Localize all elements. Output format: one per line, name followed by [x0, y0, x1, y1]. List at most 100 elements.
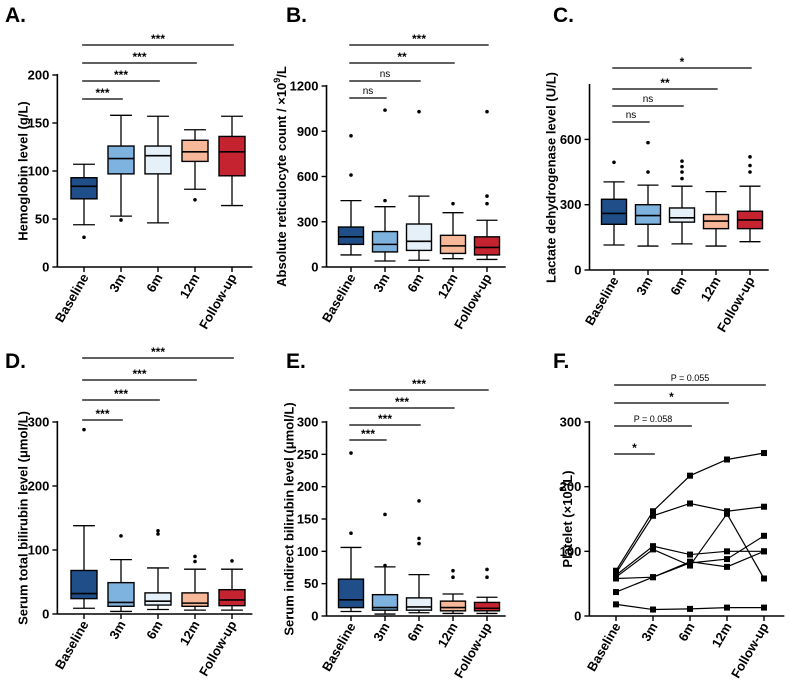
x-tick-label: 6m	[404, 271, 426, 295]
y-tick-label: 300	[28, 415, 50, 430]
x-tick-label: Follow-up	[196, 618, 240, 679]
box-iqr	[473, 236, 501, 256]
x-tick-label: 6m	[675, 620, 697, 644]
y-tick-label: 250	[297, 447, 319, 462]
y-tick-label: 0	[311, 609, 318, 624]
outlier-point	[417, 541, 421, 546]
box-iqr	[600, 198, 628, 225]
panel-label: B.	[286, 4, 307, 27]
box-iqr	[337, 578, 365, 609]
panel-label: D.	[5, 350, 26, 373]
x-tick-label: 3m	[638, 620, 660, 644]
y-tick-label: 200	[28, 68, 50, 83]
y-tick-label: 1200	[290, 79, 319, 94]
significance-label: ***	[361, 427, 375, 441]
x-tick-label: 6m	[143, 618, 165, 642]
y-tick-label: 300	[297, 415, 319, 430]
y-tick-label: 200	[560, 479, 582, 494]
outlier-point	[417, 109, 421, 114]
series-line-7	[613, 601, 767, 613]
y-tick-label: 200	[297, 479, 319, 494]
box-iqr	[371, 593, 399, 611]
y-tick-label: 0	[42, 607, 49, 622]
significance-label: ***	[412, 377, 426, 391]
box-iqr	[634, 204, 662, 225]
y-axis-label: Platelet (×109/L)	[558, 470, 575, 567]
significance-label: ns	[363, 86, 374, 97]
box-iqr	[144, 592, 172, 606]
y-tick-label: 300	[560, 197, 582, 212]
x-tick-label: Follow-up	[728, 620, 772, 681]
significance-label: ***	[378, 412, 392, 426]
outlier-point	[417, 499, 421, 503]
significance-label: *	[632, 441, 637, 455]
y-tick-label: 0	[574, 609, 581, 624]
y-tick-label: 200	[28, 479, 50, 494]
significance-label: ns	[626, 110, 637, 121]
outlier-point	[748, 155, 752, 159]
box-baseline	[337, 451, 365, 613]
outlier-point	[383, 198, 387, 203]
outlier-point	[451, 201, 455, 206]
x-tick-label: Baseline	[52, 618, 92, 672]
y-tick-label: 600	[560, 132, 582, 147]
series-path	[615, 512, 765, 579]
data-point	[761, 450, 767, 457]
box-follow-up	[218, 559, 246, 611]
y-axis-label: Hemoglobin level (g/L)	[15, 101, 30, 240]
significance-label: ***	[114, 68, 128, 82]
data-point	[724, 604, 730, 611]
box-12m	[181, 129, 209, 202]
data-point	[650, 574, 656, 581]
x-tick-label: Baseline	[52, 271, 92, 325]
box-baseline	[70, 163, 98, 240]
box-3m	[107, 114, 135, 222]
box-iqr	[473, 601, 501, 612]
x-tick-label: 6m	[667, 274, 689, 298]
box-iqr	[439, 600, 467, 612]
y-axis-label-main: Platelet (×10	[560, 491, 575, 567]
outlier-point	[193, 198, 197, 202]
data-point	[761, 575, 767, 582]
outlier-point	[451, 575, 455, 579]
box-follow-up	[218, 115, 246, 207]
box-12m	[439, 568, 467, 615]
data-point	[650, 606, 656, 613]
data-point	[724, 548, 730, 555]
significance-label: ***	[151, 32, 165, 46]
outlier-point	[82, 427, 86, 432]
box-iqr	[218, 588, 246, 607]
box-6m	[405, 109, 433, 261]
series-line-4	[613, 510, 767, 582]
outlier-point	[383, 108, 387, 112]
box-6m	[144, 115, 172, 224]
data-point	[724, 563, 730, 570]
x-tick-label: Baseline	[319, 271, 359, 325]
outlier-point	[383, 563, 387, 568]
box-follow-up	[473, 109, 501, 261]
data-point	[687, 558, 693, 565]
box-iqr	[107, 145, 135, 175]
y-axis-label-tail: /L	[274, 66, 289, 78]
box-12m	[181, 554, 209, 611]
box-iqr	[107, 581, 135, 608]
significance-label: **	[660, 76, 670, 90]
box-iqr	[70, 569, 98, 600]
data-point	[761, 532, 767, 539]
data-point	[761, 548, 767, 555]
y-axis-label-sup: 9	[558, 486, 568, 491]
outlier-point	[646, 170, 650, 174]
outlier-point	[193, 554, 197, 559]
outlier-point	[349, 133, 353, 138]
data-point	[687, 551, 693, 558]
significance-label: P = 0.058	[634, 414, 673, 424]
outlier-point	[119, 218, 123, 222]
panel-label: F.	[553, 350, 569, 373]
box-3m	[634, 140, 662, 247]
panel-label: A.	[5, 4, 26, 27]
significance-label: *	[669, 390, 674, 404]
